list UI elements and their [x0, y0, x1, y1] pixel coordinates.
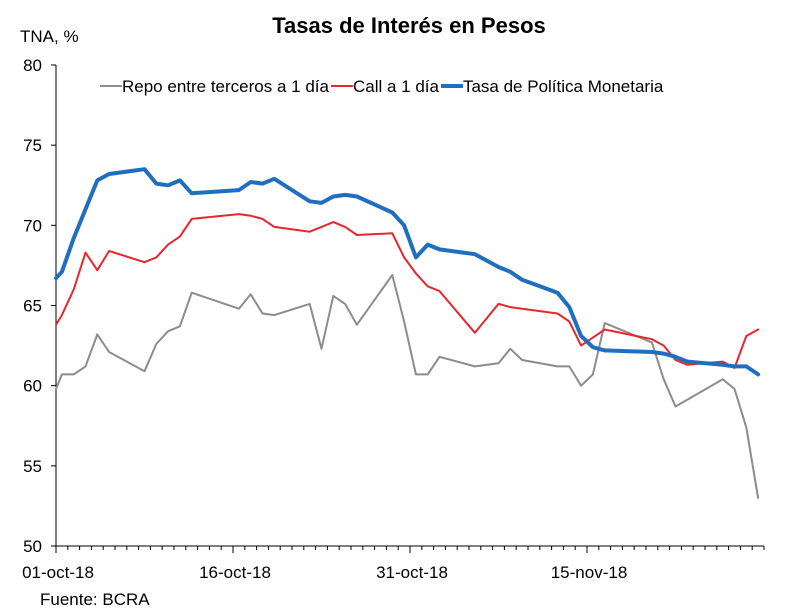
x-tick-label: 15-nov-18 — [551, 563, 628, 582]
y-tick-label: 60 — [23, 377, 42, 396]
legend: Repo entre terceros a 1 día Call a 1 día T… — [100, 77, 664, 96]
y-tick-label: 80 — [23, 56, 42, 75]
series-line-3 — [54, 167, 761, 377]
legend-label-2: Call a 1 día — [353, 77, 440, 96]
y-axis-label: TNA, % — [20, 27, 79, 46]
x-tick-label: 31-oct-18 — [376, 563, 448, 582]
axes: 50 55 60 65 70 75 80 01-oct-18 16-oct-18 31-oct-1… — [22, 56, 765, 582]
x-tick-label: 01-oct-18 — [22, 563, 94, 582]
legend-label-1: Repo entre terceros a 1 día — [122, 77, 330, 96]
y-tick-label: 50 — [23, 537, 42, 556]
y-tick-label: 70 — [23, 216, 42, 235]
x-tick-label: 16-oct-18 — [199, 563, 271, 582]
legend-label-3: Tasa de Política Monetaria — [463, 77, 664, 96]
series-layer — [54, 167, 761, 499]
y-tick-label: 75 — [23, 136, 42, 155]
series-line-2 — [55, 213, 760, 369]
y-tick-label: 65 — [23, 297, 42, 316]
source-note: Fuente: BCRA — [40, 590, 150, 609]
y-tick-label: 55 — [23, 457, 42, 476]
series-line-1 — [55, 274, 760, 499]
chart-title: Tasas de Interés en Pesos — [272, 13, 546, 38]
